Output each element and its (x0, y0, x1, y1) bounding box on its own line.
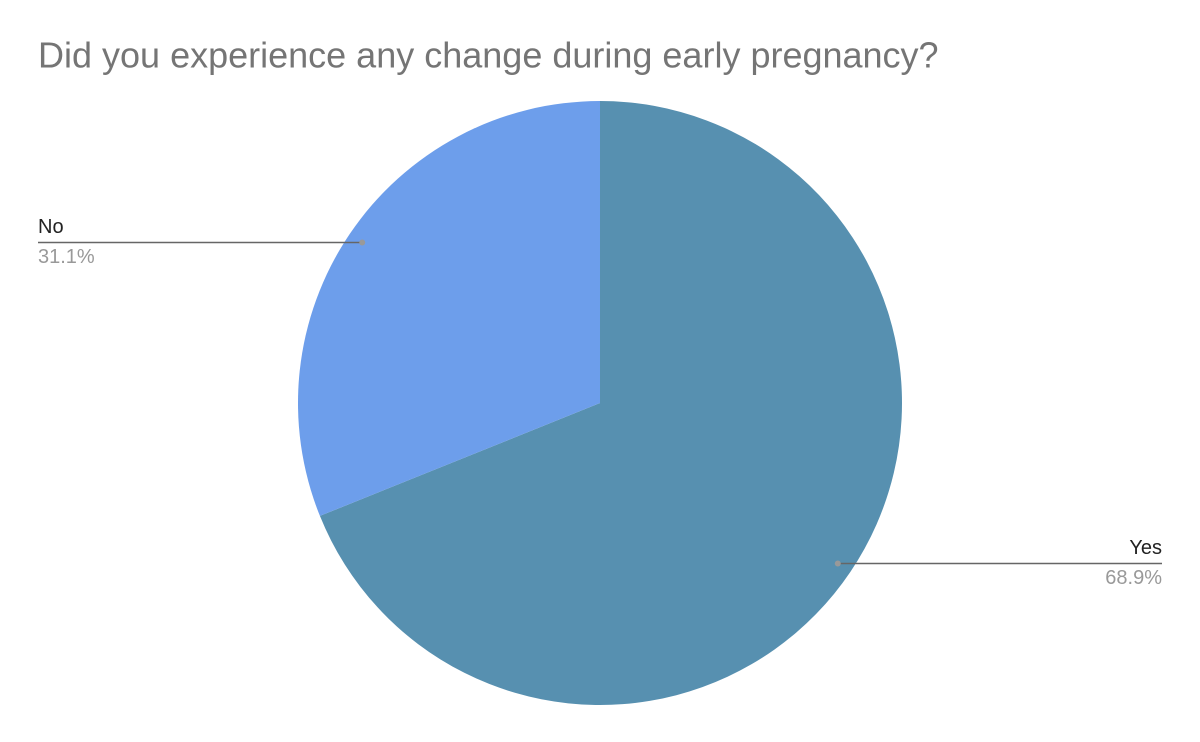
leader-dot (834, 560, 841, 567)
leader-dot (359, 239, 366, 246)
pie-slice (298, 101, 600, 516)
slice-label: Yes (1129, 537, 1162, 559)
chart-title: Did you experience any change during ear… (38, 35, 939, 76)
value-label: 68.9% (1105, 567, 1162, 589)
slice-label: No (38, 216, 64, 238)
pie-slice (319, 101, 902, 705)
value-label: 31.1% (38, 246, 95, 268)
